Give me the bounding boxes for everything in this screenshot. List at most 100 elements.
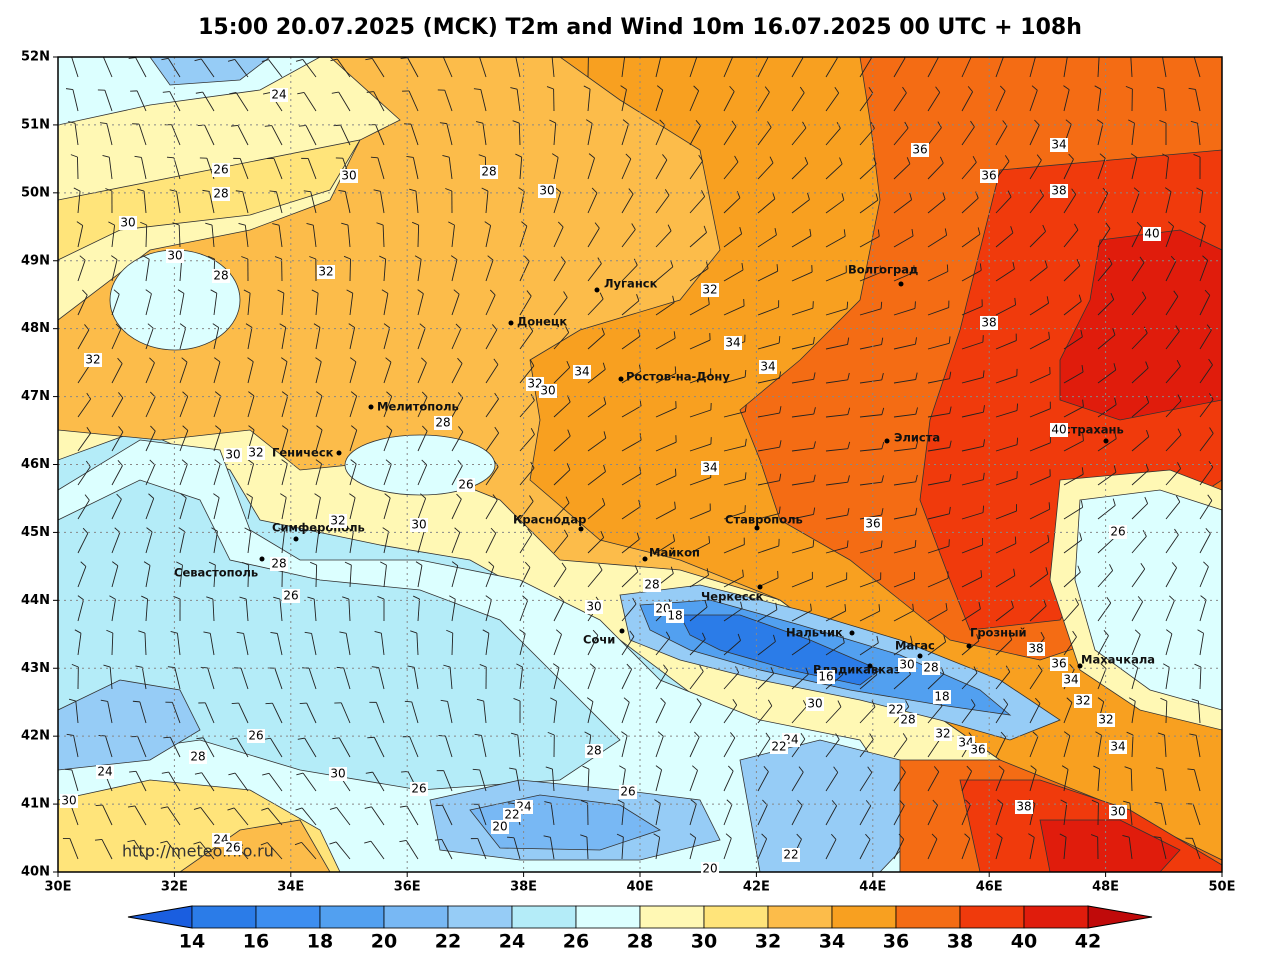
wind-barb xyxy=(706,568,709,576)
contour-label-bg xyxy=(457,478,475,492)
wind-barb xyxy=(528,324,534,332)
wind-barb xyxy=(204,124,215,146)
contour-label: 30 xyxy=(586,600,601,614)
wind-barb xyxy=(73,187,81,192)
wind-barb xyxy=(893,163,911,180)
wind-barb xyxy=(234,59,249,78)
wind-barb xyxy=(1153,836,1161,839)
wind-barb xyxy=(409,188,417,192)
contour-label: 34 xyxy=(1063,673,1078,687)
wind-barb xyxy=(757,804,768,826)
wind-barb xyxy=(1042,224,1046,232)
wind-barb xyxy=(211,225,215,248)
contour-label-bg xyxy=(96,765,114,779)
wind-barb xyxy=(723,608,743,622)
wind-barb xyxy=(553,502,570,520)
wind-barb xyxy=(349,531,354,554)
wind-barb xyxy=(202,189,210,192)
wind-barb xyxy=(1159,120,1167,124)
wind-barb xyxy=(757,412,780,418)
wind-barb xyxy=(76,221,83,226)
wind-barb xyxy=(1029,195,1044,214)
wind-barb xyxy=(106,123,113,146)
wind-barb xyxy=(1029,231,1046,248)
contour-label-bg xyxy=(770,740,788,754)
wind-barb xyxy=(144,633,147,656)
contour-label: 30 xyxy=(539,184,554,198)
wind-barb xyxy=(620,85,627,90)
wind-barb xyxy=(229,92,237,95)
contour-label-bg xyxy=(980,169,998,183)
wind-barb xyxy=(479,769,487,792)
wind-barb xyxy=(211,527,218,532)
wind-barb xyxy=(303,190,311,193)
colorbar-tick-label: 26 xyxy=(563,931,589,953)
wind-barb xyxy=(329,807,337,810)
wind-barb xyxy=(1014,297,1016,305)
wind-barb xyxy=(1191,698,1199,702)
wind-barb xyxy=(893,199,912,214)
wind-barb xyxy=(162,91,170,93)
wind-barb xyxy=(1047,534,1050,542)
wind-barb xyxy=(859,706,876,724)
wind-barb xyxy=(349,361,357,384)
wind-barb xyxy=(779,440,782,448)
wind-barb xyxy=(529,359,535,367)
wind-barb xyxy=(1209,427,1214,434)
wind-barb xyxy=(412,157,419,180)
wind-barb xyxy=(1097,158,1106,180)
wind-barb xyxy=(77,191,81,214)
city-label: Махачкала xyxy=(1081,653,1155,667)
wind-barb xyxy=(209,633,215,656)
wind-barb xyxy=(240,667,249,690)
wind-barb xyxy=(444,90,453,112)
wind-barb xyxy=(1202,255,1209,261)
wind-barb xyxy=(791,307,814,316)
contour-label-bg xyxy=(340,169,358,183)
wind-barb xyxy=(587,569,603,588)
contour-label: 38 xyxy=(1051,184,1066,198)
colorbar-swatch xyxy=(575,905,641,929)
wind-barb xyxy=(757,705,773,724)
wind-barb xyxy=(996,833,1003,839)
contour-label: 28 xyxy=(923,661,938,675)
wind-barb xyxy=(547,731,555,736)
wind-barb xyxy=(674,501,676,509)
contour-label-bg xyxy=(724,336,742,350)
wind-barb xyxy=(865,833,871,840)
wind-barb xyxy=(741,262,744,271)
wind-barb xyxy=(791,514,814,520)
wind-barb xyxy=(927,162,944,180)
wind-barb xyxy=(345,633,351,656)
wind-barb xyxy=(474,733,482,736)
wind-barb xyxy=(893,642,913,656)
wind-barb xyxy=(527,528,533,535)
wind-barb xyxy=(1160,697,1167,702)
wind-barb xyxy=(86,426,92,434)
wind-barb xyxy=(553,601,565,622)
wind-barb xyxy=(296,772,304,776)
city-label: Ставрополь xyxy=(725,513,803,527)
wind-barb xyxy=(77,466,91,486)
colorbar-swatch xyxy=(959,905,1025,929)
wind-barb xyxy=(1165,667,1170,690)
wind-barb xyxy=(631,223,636,230)
wind-barb xyxy=(1063,539,1082,554)
wind-barb xyxy=(485,225,492,248)
wind-barb xyxy=(825,272,847,282)
wind-barb xyxy=(1131,634,1141,656)
wind-barb xyxy=(375,702,385,724)
wind-barb xyxy=(1008,633,1013,640)
wind-barb xyxy=(476,698,484,702)
wind-barb xyxy=(1040,631,1045,639)
city-dot xyxy=(898,281,904,287)
wind-barb xyxy=(602,362,606,370)
wind-barb xyxy=(518,122,521,146)
wind-barb xyxy=(689,638,706,656)
wind-barb xyxy=(348,599,351,622)
wind-barb xyxy=(1177,428,1182,436)
contour-label-bg xyxy=(224,841,242,855)
wind-barb xyxy=(372,771,385,792)
contour-label: 30 xyxy=(225,448,240,462)
wind-barb xyxy=(521,221,528,227)
